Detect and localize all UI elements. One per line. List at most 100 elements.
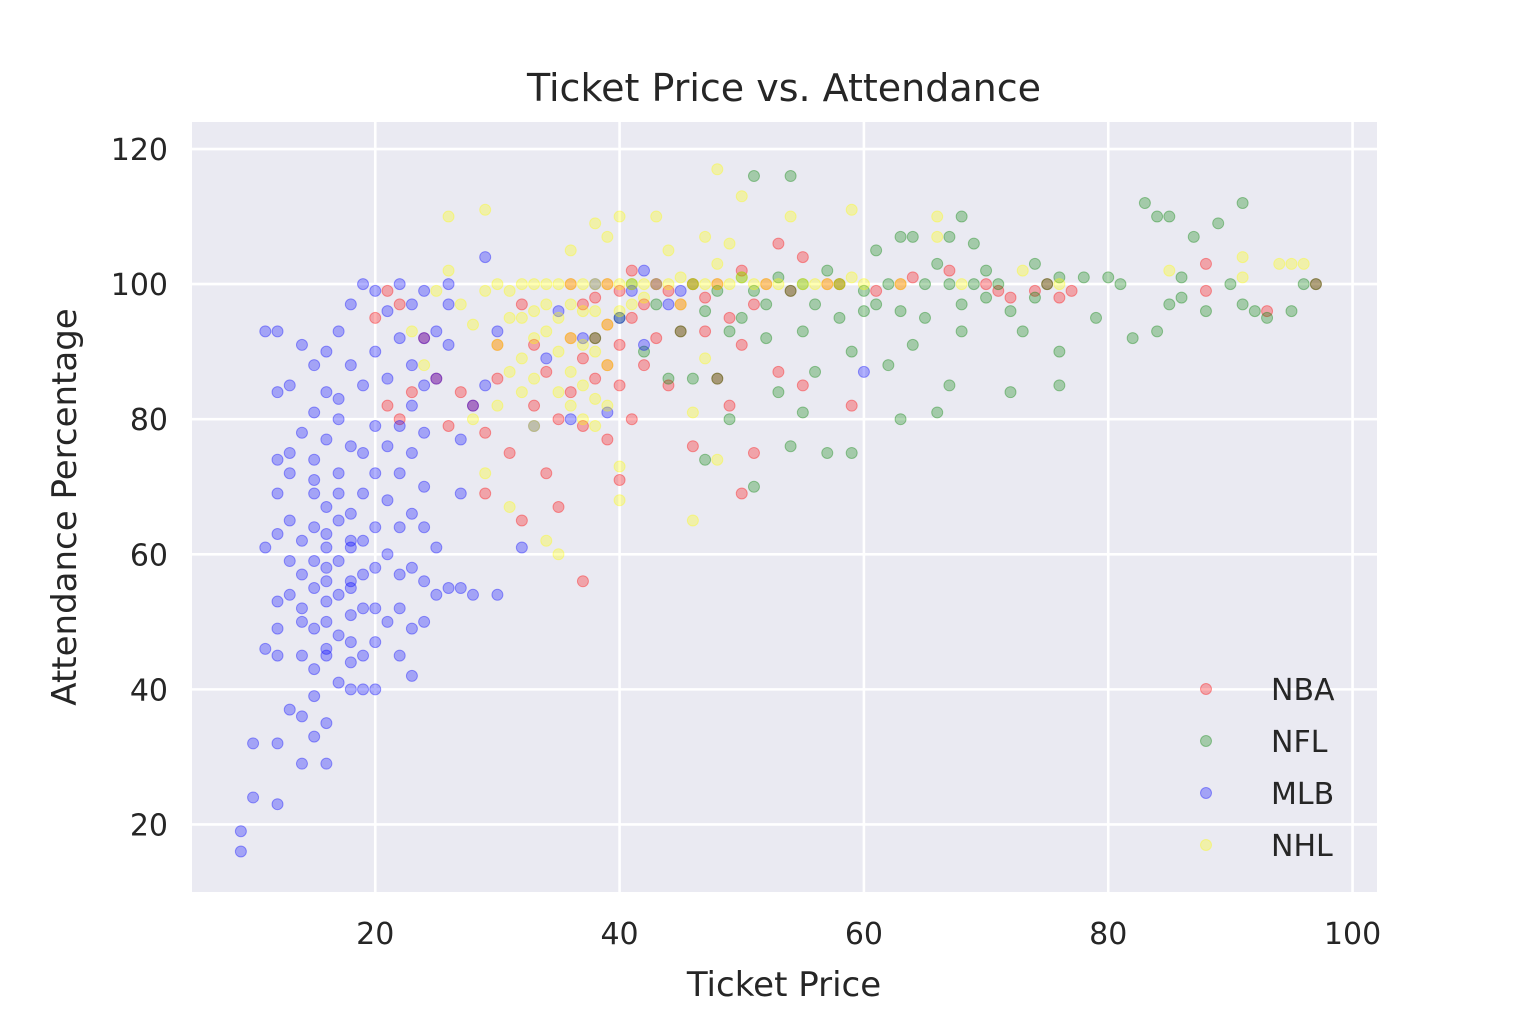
data-point bbox=[320, 757, 333, 770]
data-point bbox=[344, 609, 357, 622]
data-point bbox=[625, 278, 638, 291]
data-point bbox=[1199, 305, 1212, 318]
data-point bbox=[796, 406, 809, 419]
data-point bbox=[564, 278, 577, 291]
data-point bbox=[552, 345, 565, 358]
data-point bbox=[674, 284, 687, 297]
data-point bbox=[369, 683, 382, 696]
data-point bbox=[332, 325, 345, 338]
data-point bbox=[809, 298, 822, 311]
data-point bbox=[882, 359, 895, 372]
data-point bbox=[613, 473, 626, 486]
data-point bbox=[674, 298, 687, 311]
x-tick-label: 100 bbox=[1324, 917, 1381, 952]
x-tick-label: 20 bbox=[356, 917, 394, 952]
legend-marker bbox=[1200, 683, 1212, 695]
data-point bbox=[760, 298, 773, 311]
data-point bbox=[259, 541, 272, 554]
data-point bbox=[552, 548, 565, 561]
data-point bbox=[320, 386, 333, 399]
data-point bbox=[686, 440, 699, 453]
chart-title: Ticket Price vs. Attendance bbox=[526, 66, 1041, 110]
data-point bbox=[418, 426, 431, 439]
data-point bbox=[686, 514, 699, 527]
data-point bbox=[418, 284, 431, 297]
data-point bbox=[271, 622, 284, 635]
data-point bbox=[418, 521, 431, 534]
data-point bbox=[699, 453, 712, 466]
data-point bbox=[870, 298, 883, 311]
data-point bbox=[796, 278, 809, 291]
data-point bbox=[344, 507, 357, 520]
data-point bbox=[308, 730, 321, 743]
data-point bbox=[955, 325, 968, 338]
data-point bbox=[503, 284, 516, 297]
data-point bbox=[295, 338, 308, 351]
data-point bbox=[845, 203, 858, 216]
data-point bbox=[674, 298, 687, 311]
data-point bbox=[1236, 197, 1249, 210]
data-point bbox=[809, 365, 822, 378]
y-axis-ticks: 20 40 60 80 100 120 bbox=[111, 133, 168, 843]
data-point bbox=[479, 487, 492, 500]
data-point bbox=[271, 386, 284, 399]
data-point bbox=[1175, 271, 1188, 284]
data-point bbox=[381, 615, 394, 628]
data-point bbox=[589, 332, 602, 345]
data-point bbox=[980, 264, 993, 277]
y-tick-label: 40 bbox=[130, 673, 168, 708]
data-point bbox=[295, 568, 308, 581]
data-point bbox=[418, 480, 431, 493]
data-point bbox=[515, 311, 528, 324]
data-point bbox=[564, 332, 577, 345]
data-point bbox=[613, 311, 626, 324]
data-point bbox=[711, 278, 724, 291]
data-point bbox=[393, 332, 406, 345]
data-point bbox=[711, 284, 724, 297]
data-point bbox=[699, 278, 712, 291]
data-point bbox=[955, 278, 968, 291]
data-point bbox=[540, 534, 553, 547]
data-point bbox=[430, 541, 443, 554]
data-point bbox=[344, 636, 357, 649]
data-point bbox=[479, 284, 492, 297]
legend-item-nhl: NHL bbox=[1200, 829, 1333, 864]
data-point bbox=[418, 332, 431, 345]
data-point bbox=[515, 352, 528, 365]
legend-label: NBA bbox=[1271, 673, 1335, 708]
data-point bbox=[295, 426, 308, 439]
data-point bbox=[344, 582, 357, 595]
data-point bbox=[393, 521, 406, 534]
data-point bbox=[344, 298, 357, 311]
data-point bbox=[1138, 197, 1151, 210]
data-point bbox=[772, 271, 785, 284]
data-point bbox=[601, 318, 614, 331]
data-point bbox=[650, 278, 663, 291]
data-point bbox=[320, 345, 333, 358]
data-point bbox=[576, 332, 589, 345]
data-point bbox=[320, 575, 333, 588]
data-point bbox=[528, 332, 541, 345]
data-point bbox=[1163, 210, 1176, 223]
data-point bbox=[576, 413, 589, 426]
data-point bbox=[821, 264, 834, 277]
data-point bbox=[369, 311, 382, 324]
data-point bbox=[1028, 257, 1041, 270]
data-point bbox=[894, 230, 907, 243]
data-point bbox=[1309, 278, 1322, 291]
legend-marker bbox=[1200, 735, 1212, 747]
data-point bbox=[1297, 257, 1310, 270]
data-point bbox=[760, 278, 773, 291]
data-point bbox=[381, 494, 394, 507]
data-point bbox=[564, 298, 577, 311]
data-points bbox=[234, 163, 1322, 858]
legend: NBA NFL MLB NHL bbox=[1200, 673, 1335, 864]
data-point bbox=[711, 257, 724, 270]
data-point bbox=[723, 413, 736, 426]
data-point bbox=[491, 338, 504, 351]
data-point bbox=[564, 278, 577, 291]
legend-marker bbox=[1200, 787, 1212, 799]
data-point bbox=[1236, 271, 1249, 284]
data-point bbox=[638, 345, 651, 358]
data-point bbox=[576, 575, 589, 588]
